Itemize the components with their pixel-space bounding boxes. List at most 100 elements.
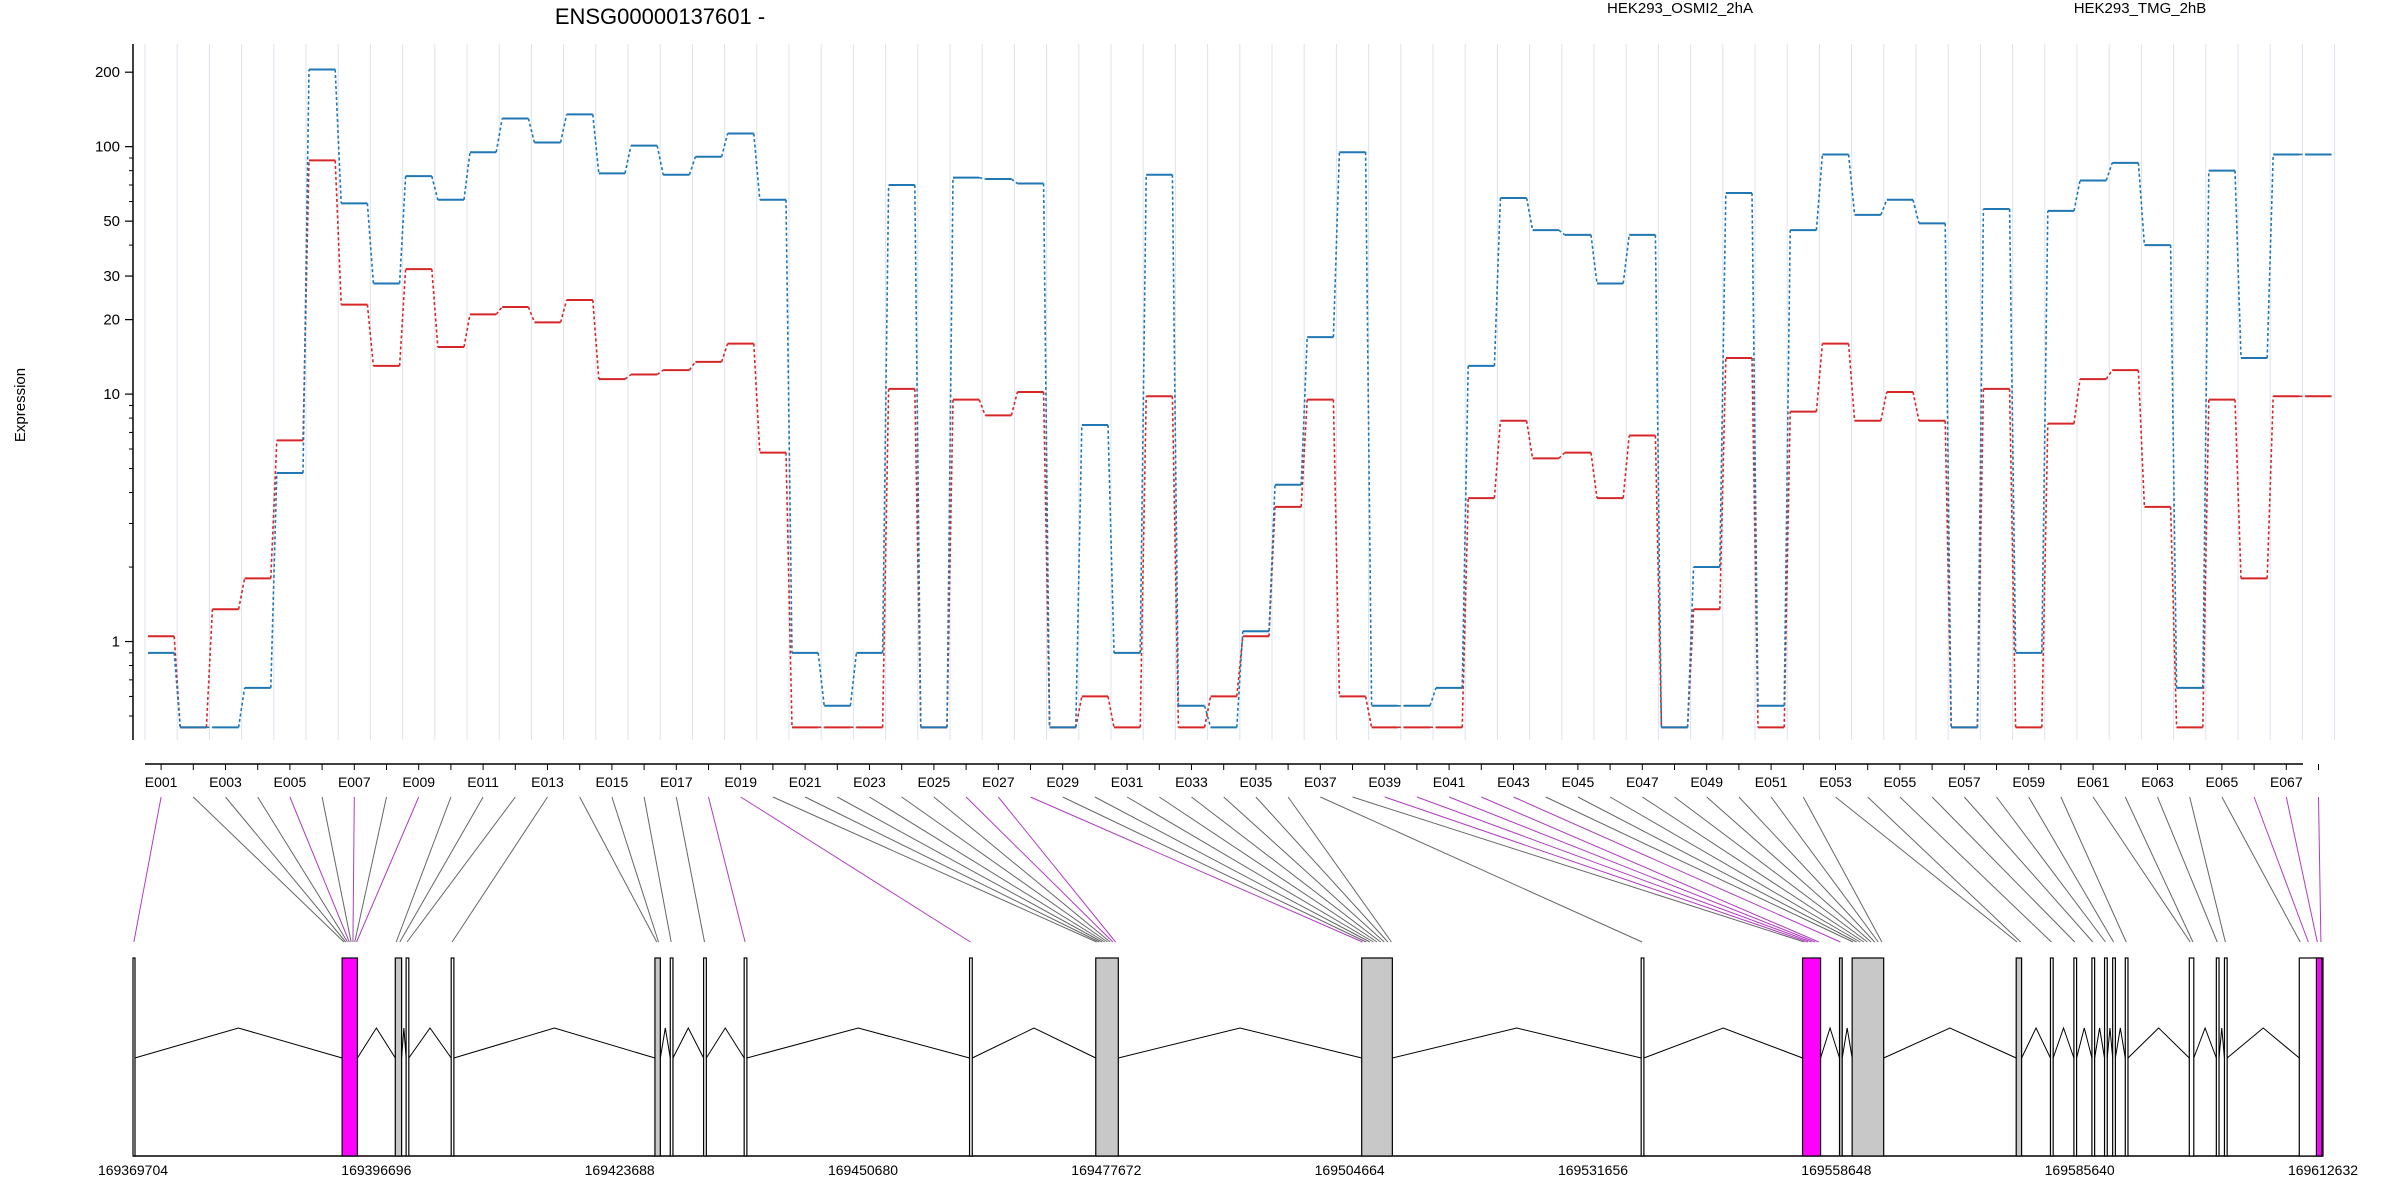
exon-link xyxy=(901,796,1108,943)
intron-line xyxy=(1118,1027,1362,1059)
series-connector xyxy=(720,133,729,158)
plot-grid xyxy=(144,44,2336,740)
series-connector xyxy=(463,152,471,200)
exon-block xyxy=(1801,957,1822,1157)
series-connector xyxy=(2234,170,2242,358)
exon-link xyxy=(1770,796,1879,943)
series-connector xyxy=(270,440,278,579)
x-tick-label: E007 xyxy=(338,774,371,790)
exon-link xyxy=(1706,796,1872,943)
x-tick-label: E061 xyxy=(2077,774,2110,790)
series-connector xyxy=(431,269,439,348)
exon-block xyxy=(1851,957,1885,1157)
x-tick-label: E063 xyxy=(2141,774,2174,790)
intron-line xyxy=(2094,1027,2106,1059)
y-tick-label: 50 xyxy=(103,213,120,230)
exon-link xyxy=(2318,796,2322,943)
intron-line xyxy=(2193,1026,2217,1059)
exon-link xyxy=(2124,796,2194,943)
series-connector xyxy=(2041,423,2049,728)
exon-link xyxy=(2285,796,2318,943)
series-connector xyxy=(592,299,600,380)
series-connector xyxy=(656,369,664,376)
exon-link xyxy=(399,796,484,943)
x-tick-label: E035 xyxy=(1240,774,1273,790)
series-connector xyxy=(624,145,632,174)
intron-line xyxy=(2127,1027,2190,1059)
series-connector xyxy=(1300,399,1308,507)
series-connector xyxy=(753,343,761,453)
intron-line xyxy=(705,1027,745,1059)
x-tick-label: E027 xyxy=(982,774,1015,790)
intron-line xyxy=(659,1027,671,1059)
exon-block xyxy=(743,957,748,1157)
exon-link xyxy=(772,796,1097,943)
exon-block xyxy=(450,957,455,1157)
gene-model xyxy=(132,957,2324,1157)
exon-link xyxy=(708,796,746,943)
x-tick-label: E049 xyxy=(1690,774,1723,790)
series-connector xyxy=(2105,369,2113,380)
exon-block xyxy=(2015,957,2023,1157)
exon-link xyxy=(2253,796,2309,943)
series-connector xyxy=(2266,154,2274,358)
exon-link xyxy=(2157,796,2218,943)
x-tick-label: E047 xyxy=(1626,774,1659,790)
x-tick-label: E017 xyxy=(660,774,693,790)
series-connector xyxy=(592,114,600,174)
series-connector xyxy=(1171,174,1180,706)
series-connector xyxy=(978,399,986,416)
series-connector xyxy=(2073,378,2081,424)
genome-tick-label: 169396696 xyxy=(341,1162,411,1178)
exon-link xyxy=(804,796,1100,943)
series-connector xyxy=(1912,391,1920,421)
genome-tick-label: 169450680 xyxy=(828,1162,898,1178)
series-connector xyxy=(173,652,181,728)
exon-link xyxy=(1802,796,1883,943)
series-connector xyxy=(817,652,825,706)
exon-link xyxy=(2028,796,2114,943)
genome-tick-label: 169423688 xyxy=(585,1162,655,1178)
x-tick-label: E033 xyxy=(1175,774,1208,790)
series-connector xyxy=(1590,234,1598,284)
series-connector xyxy=(1139,396,1147,728)
series-connector xyxy=(1622,234,1630,284)
exon-link xyxy=(1255,796,1389,943)
series-connector xyxy=(2008,208,2017,653)
x-tick-label: E029 xyxy=(1046,774,1079,790)
legend-series-b: HEK293_TMG_2hB xyxy=(2074,0,2207,17)
series-connector xyxy=(1332,152,1341,338)
series-connector xyxy=(2202,170,2210,688)
exon-block xyxy=(2315,957,2323,1157)
exon-link xyxy=(1609,796,1861,943)
exon-block xyxy=(1095,957,1119,1157)
series-connector xyxy=(2137,162,2146,246)
series-connector xyxy=(914,184,922,728)
y-tick-label: 1 xyxy=(112,634,120,651)
exon-link xyxy=(289,796,350,943)
exon-link xyxy=(1931,796,2076,943)
series-a xyxy=(148,159,2332,729)
exon-link xyxy=(643,796,672,943)
series-connector xyxy=(1268,484,1276,632)
exon-block xyxy=(654,957,661,1157)
series-connector xyxy=(1880,199,1888,216)
series-connector xyxy=(1010,178,1018,185)
exon-block xyxy=(1838,957,1843,1157)
series-connector xyxy=(688,361,697,371)
exon-block xyxy=(1640,957,1645,1157)
series-connector xyxy=(1075,425,1083,728)
exon-link xyxy=(1191,796,1381,943)
exon-link xyxy=(356,796,420,943)
series-connector xyxy=(334,69,342,204)
exon-link xyxy=(1513,796,1841,943)
x-tick-label: E059 xyxy=(2012,774,2045,790)
series-connector xyxy=(1622,435,1630,499)
exon-link xyxy=(1320,796,1643,943)
exon-link xyxy=(1577,796,1857,943)
intron-line xyxy=(2052,1026,2075,1059)
exon-link xyxy=(1094,796,1371,943)
exon-block xyxy=(394,957,403,1157)
exon-link xyxy=(1287,796,1392,943)
series-connector xyxy=(1042,391,1051,728)
